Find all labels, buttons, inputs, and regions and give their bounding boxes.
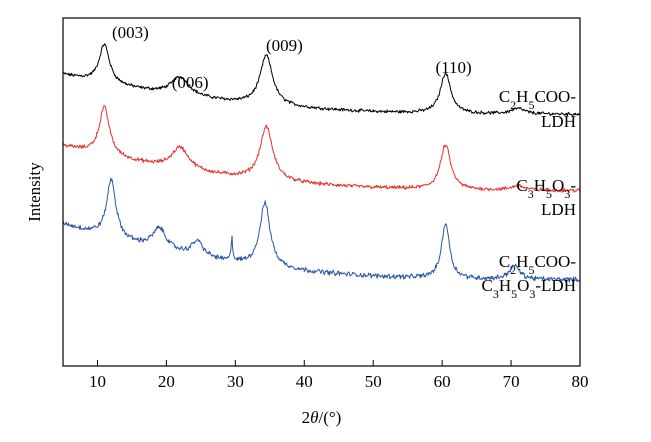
series-line-1 xyxy=(62,105,581,193)
x-axis-label: 2θ/(°) xyxy=(302,408,342,427)
series-line-0 xyxy=(62,43,581,117)
plot-frame xyxy=(62,17,581,367)
x-ticks: 10 20 30 40 50 60 70 80 xyxy=(89,360,589,391)
x-tick-label: 30 xyxy=(227,372,244,391)
peak-label: (009) xyxy=(266,36,303,55)
x-tick-label: 10 xyxy=(89,372,106,391)
peak-label: (110) xyxy=(435,58,471,77)
series-label: LDH xyxy=(541,112,576,131)
peak-label: (006) xyxy=(172,73,209,92)
series-layer xyxy=(62,43,581,283)
series-label: LDH xyxy=(541,200,576,219)
series-line-2 xyxy=(62,177,581,283)
peak-annotations: (003) (006) (009) (110) xyxy=(112,23,472,92)
x-tick-label: 60 xyxy=(434,372,451,391)
peak-label: (003) xyxy=(112,23,149,42)
x-tick-label: 50 xyxy=(365,372,382,391)
y-axis-label: Intensity xyxy=(25,162,44,222)
x-tick-label: 20 xyxy=(158,372,175,391)
series-label: C2H5COO- xyxy=(499,87,577,112)
x-tick-label: 40 xyxy=(296,372,313,391)
x-tick-label: 80 xyxy=(572,372,589,391)
series-label: C2H5COO- xyxy=(499,252,577,277)
series-label: C3H5O3- xyxy=(516,176,576,201)
series-label: C3H5O3-LDH xyxy=(481,276,576,301)
x-tick-label: 70 xyxy=(503,372,520,391)
